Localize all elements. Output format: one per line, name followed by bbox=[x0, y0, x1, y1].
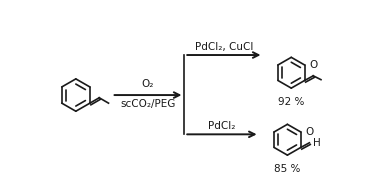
Text: scCO₂/PEG: scCO₂/PEG bbox=[120, 99, 175, 109]
Text: H: H bbox=[313, 138, 321, 148]
Text: 85 %: 85 % bbox=[274, 164, 301, 174]
Text: O: O bbox=[309, 60, 317, 70]
Text: O: O bbox=[305, 127, 313, 137]
Text: PdCl₂: PdCl₂ bbox=[208, 121, 236, 131]
Text: O₂: O₂ bbox=[142, 79, 154, 89]
Text: 92 %: 92 % bbox=[278, 97, 305, 107]
Text: PdCl₂, CuCl: PdCl₂, CuCl bbox=[195, 42, 253, 52]
